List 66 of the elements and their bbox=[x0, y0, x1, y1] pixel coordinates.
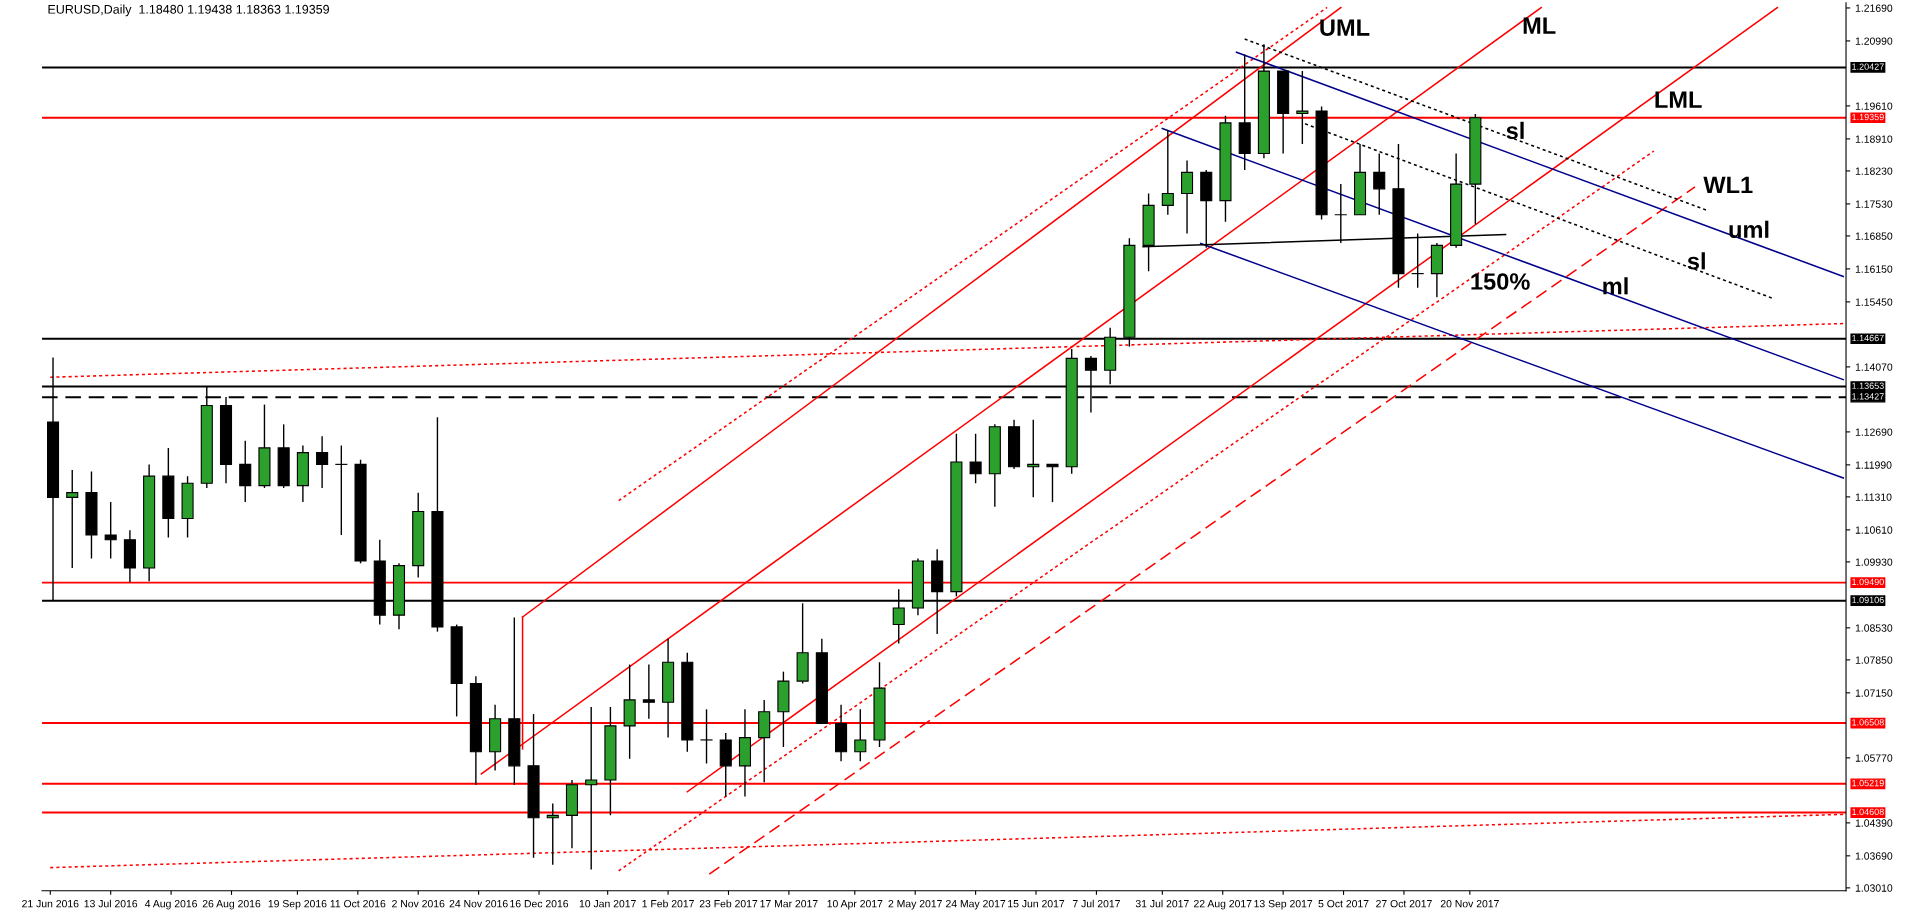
ref-line-label: 1.13427 bbox=[1852, 393, 1884, 400]
y-tick-label: 1.19610 bbox=[1855, 102, 1893, 110]
annotation: 150% bbox=[1471, 273, 1530, 290]
y-tick-label: 1.20990 bbox=[1855, 37, 1893, 45]
x-tick-label: 19 Sep 2016 bbox=[268, 900, 327, 910]
y-tick-label: 1.14070 bbox=[1855, 363, 1893, 371]
x-tick-label: 17 Mar 2017 bbox=[760, 900, 818, 908]
x-tick-label: 21 Jun 2016 bbox=[22, 900, 79, 908]
x-tick-label: 2 Nov 2016 bbox=[392, 900, 445, 908]
x-tick-label: 22 Aug 2017 bbox=[1194, 900, 1252, 910]
chart-title: EURUSD,Daily 1.18480 1.19438 1.18363 1.19359 bbox=[48, 4, 329, 17]
y-tick-label: 1.16850 bbox=[1855, 232, 1893, 240]
x-tick-label: 1 Feb 2017 bbox=[642, 899, 694, 908]
y-tick-label: 1.16150 bbox=[1855, 265, 1893, 273]
y-tick-label: 1.15450 bbox=[1855, 298, 1893, 306]
y-tick-label: 1.03690 bbox=[1855, 852, 1893, 860]
annotation: sl bbox=[1506, 121, 1524, 140]
x-tick-label: 11 Oct 2016 bbox=[330, 900, 386, 908]
ref-line-label: 1.06508 bbox=[1852, 719, 1884, 726]
y-tick-label: 1.21690 bbox=[1855, 4, 1893, 12]
annotation: sl bbox=[1687, 252, 1705, 270]
x-tick-label: 13 Jul 2016 bbox=[84, 899, 138, 908]
annotation: WL1 bbox=[1703, 176, 1753, 194]
x-tick-label: 4 Aug 2016 bbox=[144, 900, 197, 910]
annotation: uml bbox=[1729, 220, 1769, 239]
x-tick-label: 26 Aug 2016 bbox=[202, 900, 261, 910]
y-tick-label: 1.10610 bbox=[1855, 526, 1893, 534]
x-tick-label: 10 Apr 2017 bbox=[827, 900, 883, 910]
ref-line-label: 1.13653 bbox=[1852, 382, 1884, 389]
ref-line-label: 1.09490 bbox=[1852, 578, 1884, 586]
x-tick-label: 20 Nov 2017 bbox=[1440, 900, 1499, 908]
x-tick-label: 10 Jan 2017 bbox=[579, 900, 636, 908]
x-tick-label: 2 May 2017 bbox=[888, 900, 942, 910]
y-tick-label: 1.12690 bbox=[1855, 428, 1893, 436]
y-tick-label: 1.08530 bbox=[1855, 624, 1893, 632]
annotation: ML bbox=[1523, 17, 1556, 34]
x-tick-label: 23 Feb 2017 bbox=[699, 899, 758, 908]
ref-line-label: 1.05219 bbox=[1852, 779, 1884, 787]
ref-line-label: 1.20427 bbox=[1852, 63, 1884, 70]
annotation: UML bbox=[1320, 19, 1370, 36]
ref-line-label: 1.09106 bbox=[1852, 596, 1884, 604]
y-tick-label: 1.07150 bbox=[1855, 689, 1893, 697]
x-tick-label: 13 Sep 2017 bbox=[1254, 900, 1313, 910]
annotation: ml bbox=[1603, 277, 1628, 295]
y-tick-label: 1.11990 bbox=[1855, 461, 1892, 469]
ref-line-label: 1.19359 bbox=[1852, 113, 1884, 121]
annotation: LML bbox=[1655, 91, 1702, 108]
y-tick-label: 1.03010 bbox=[1855, 884, 1893, 892]
ref-line-label: 1.04608 bbox=[1852, 808, 1884, 816]
ref-line-label: 1.14667 bbox=[1852, 334, 1884, 342]
x-tick-label: 5 Oct 2017 bbox=[1318, 900, 1369, 908]
y-tick-label: 1.07850 bbox=[1855, 656, 1893, 664]
y-tick-label: 1.04390 bbox=[1855, 819, 1893, 827]
x-tick-label: 16 Dec 2016 bbox=[510, 900, 569, 908]
x-tick-label: 24 Nov 2016 bbox=[449, 900, 508, 908]
x-tick-label: 7 Jul 2017 bbox=[1072, 899, 1120, 908]
y-tick-label: 1.17530 bbox=[1855, 200, 1893, 208]
x-tick-label: 31 Jul 2017 bbox=[1135, 899, 1189, 908]
x-tick-label: 24 May 2017 bbox=[946, 900, 1006, 910]
y-tick-label: 1.05770 bbox=[1855, 754, 1893, 762]
x-tick-label: 27 Oct 2017 bbox=[1376, 900, 1432, 908]
x-tick-label: 15 Jun 2017 bbox=[1008, 900, 1065, 908]
y-tick-label: 1.11310 bbox=[1855, 493, 1892, 501]
y-tick-label: 1.18230 bbox=[1855, 167, 1893, 175]
y-tick-label: 1.09930 bbox=[1855, 558, 1893, 566]
y-tick-label: 1.18910 bbox=[1855, 135, 1893, 143]
